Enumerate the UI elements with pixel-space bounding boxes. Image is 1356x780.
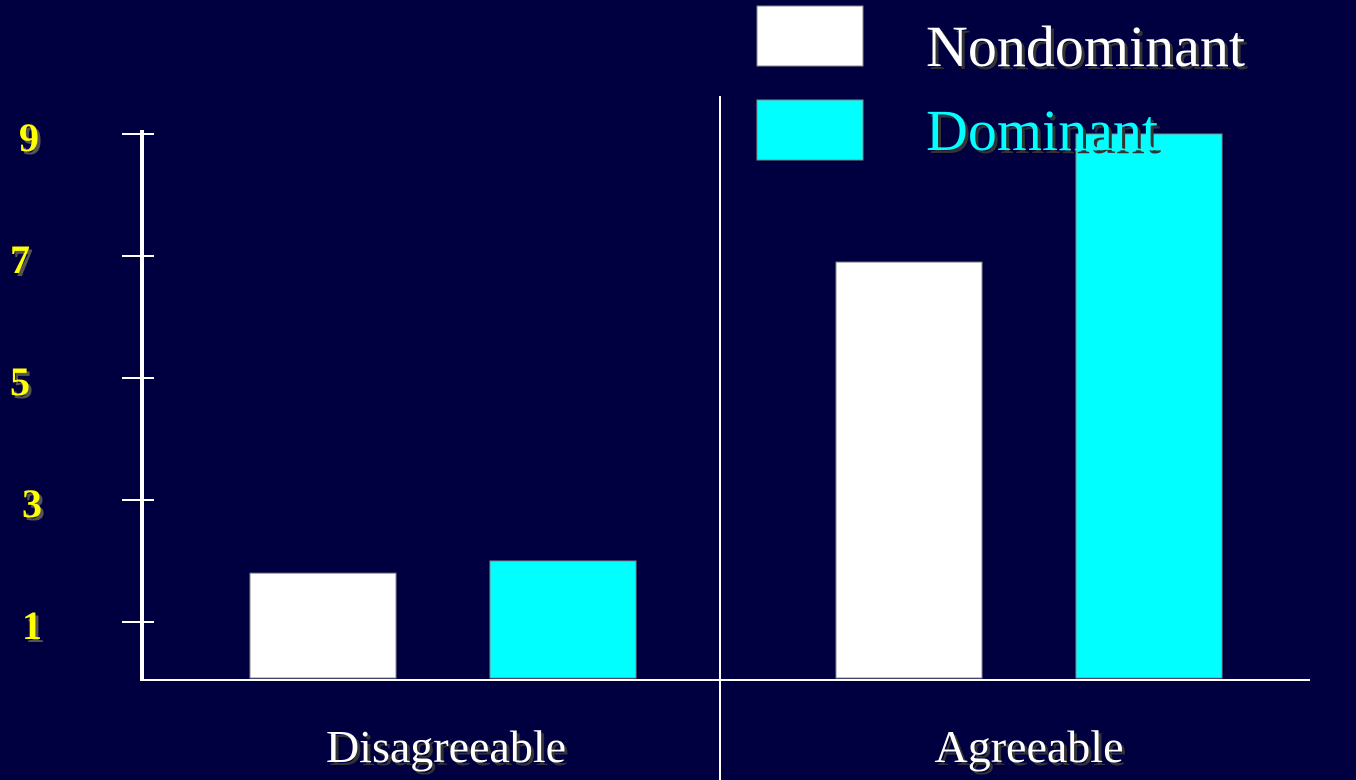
axes bbox=[140, 96, 1310, 780]
bar-disagreeable-nondominant bbox=[249, 572, 397, 679]
y-tick-label-1-text: 1 bbox=[22, 603, 42, 648]
legend-swatch-nondominant bbox=[756, 5, 864, 67]
category-label-agreeable-text: Agreeable bbox=[935, 721, 1124, 772]
y-tick-label-3: 33 bbox=[22, 481, 45, 529]
legend-label-nondominant-text: Nondominant bbox=[926, 14, 1245, 79]
y-tick-label-5-text: 5 bbox=[10, 359, 30, 404]
y-ticks: 11 33 55 77 99 bbox=[10, 115, 154, 651]
category-label-disagreeable-text: Disagreeable bbox=[326, 721, 566, 772]
y-tick-label-3-shadow: 3 bbox=[25, 484, 45, 529]
y-tick-label-5: 55 bbox=[10, 359, 33, 407]
y-tick-label-5-shadow: 5 bbox=[13, 362, 33, 407]
legend-label-nondominant-shadow: Nondominant bbox=[929, 17, 1248, 82]
bar-agreeable-dominant bbox=[1075, 133, 1223, 679]
y-tick-label-1-shadow: 1 bbox=[25, 606, 45, 651]
y-tick-label-3-text: 3 bbox=[22, 481, 42, 526]
y-tick-label-7-shadow: 7 bbox=[13, 240, 33, 285]
y-tick-label-1: 11 bbox=[22, 603, 45, 651]
category-label-disagreeable-shadow: Disagreeable bbox=[329, 724, 569, 775]
y-tick-label-9: 99 bbox=[19, 115, 42, 163]
legend-label-dominant-text: Dominant bbox=[926, 98, 1158, 163]
y-tick-label-7: 77 bbox=[10, 237, 33, 285]
y-tick-label-9-shadow: 9 bbox=[22, 118, 42, 163]
y-tick-label-9-text: 9 bbox=[19, 115, 39, 160]
legend-swatch-dominant bbox=[756, 99, 864, 161]
bars bbox=[249, 133, 1223, 679]
category-label-agreeable-shadow: Agreeable bbox=[938, 724, 1127, 775]
bar-disagreeable-dominant bbox=[489, 560, 637, 679]
bar-agreeable-nondominant bbox=[835, 261, 983, 679]
legend-label-dominant-shadow: Dominant bbox=[929, 101, 1161, 166]
y-tick-label-7-text: 7 bbox=[10, 237, 30, 282]
